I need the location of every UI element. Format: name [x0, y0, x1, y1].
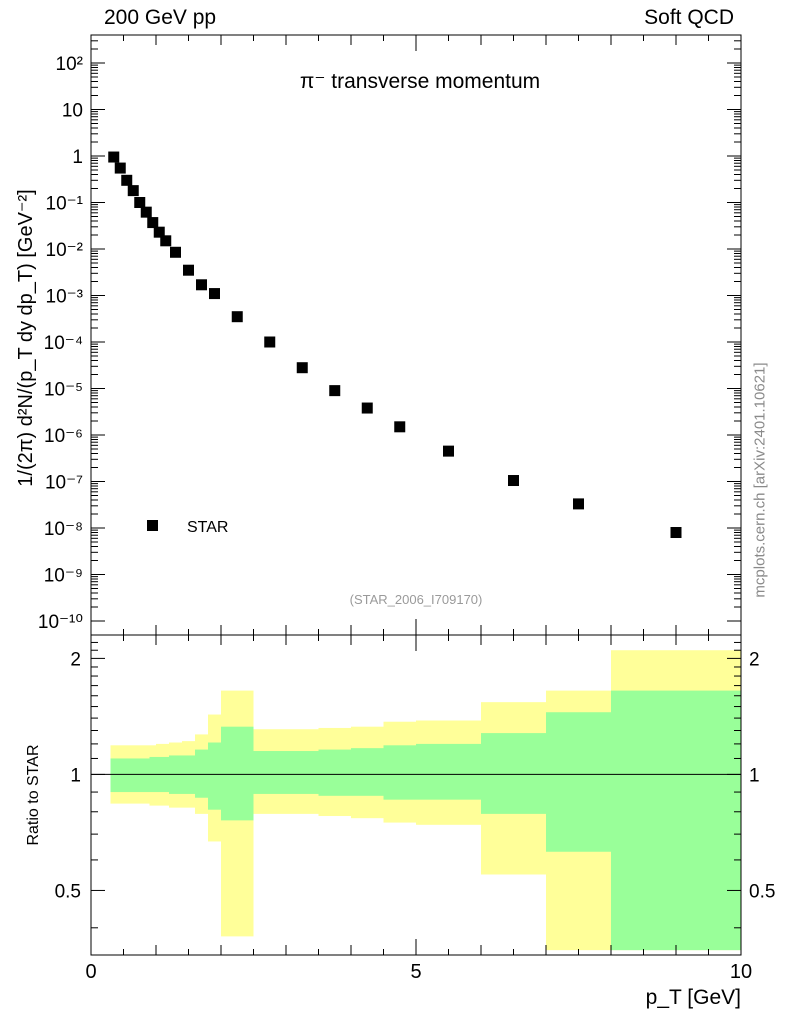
ratio-inner-band	[123, 758, 130, 793]
data-point	[134, 196, 146, 208]
y-tick-label: 10⁻⁶	[44, 426, 83, 447]
x-tick-label: 0	[85, 961, 96, 983]
main-panel	[90, 34, 742, 636]
data-point	[573, 498, 584, 510]
legend-label: STAR	[187, 519, 228, 536]
data-point	[127, 185, 139, 197]
ratio-tick-label-right: 0.5	[749, 881, 775, 902]
ratio-uncertainty-bands	[110, 650, 741, 951]
data-point	[140, 206, 152, 218]
ratio-tick-label: 0.5	[55, 881, 81, 902]
data-point	[170, 246, 181, 258]
ratio-tick-label: 2	[70, 649, 81, 670]
y-tick-label: 10²	[56, 54, 83, 75]
data-point	[329, 385, 341, 397]
data-points	[108, 151, 682, 539]
data-point	[209, 288, 220, 300]
ratio-inner-band	[253, 751, 286, 794]
ratio-panel-ticks	[90, 635, 742, 955]
ratio-inner-band	[481, 733, 546, 814]
legend: STAR	[147, 519, 228, 536]
data-point	[183, 264, 194, 276]
data-point	[670, 527, 682, 539]
y-tick-label: 10⁻³	[46, 286, 84, 307]
ratio-inner-band	[416, 743, 481, 800]
x-axis-label: p_T [GeV]	[646, 986, 741, 1009]
data-point	[196, 279, 207, 291]
ratio-inner-band	[221, 726, 254, 821]
x-tick-label: 10	[730, 961, 752, 983]
data-point	[394, 421, 406, 433]
ratio-inner-band	[136, 758, 143, 793]
main-panel-ticks	[90, 34, 742, 635]
analysis-tag: (STAR_2006_I709170)	[350, 592, 483, 607]
data-point	[147, 217, 159, 229]
y-tick-label: 10⁻²	[46, 240, 84, 261]
main-y-axis-label: 1/(2π) d²N/(p_T dy dp_T) [GeV⁻²]	[15, 189, 37, 486]
ratio-inner-band	[383, 745, 416, 800]
ratio-tick-label: 1	[70, 765, 81, 786]
ratio-inner-band	[143, 758, 150, 793]
ratio-inner-band	[208, 742, 221, 810]
data-point	[443, 445, 454, 457]
y-tick-label: 10⁻⁷	[45, 473, 83, 494]
ratio-inner-band	[351, 748, 384, 796]
data-point	[114, 162, 126, 174]
main-y-tick-labels: 10⁻¹⁰ 10⁻⁹ 10⁻⁸ 10⁻⁷ 10⁻⁶ 10⁻⁵ 10⁻⁴ 10⁻³ 10⁻² 10⁻…	[38, 54, 83, 633]
ratio-inner-band	[286, 751, 319, 794]
ratio-inner-band	[195, 749, 208, 798]
data-point	[264, 336, 276, 348]
ratio-inner-band	[318, 749, 351, 796]
header-category-label: Soft QCD	[644, 6, 734, 29]
data-point	[231, 311, 243, 323]
y-tick-label: 10	[62, 100, 83, 121]
header-process-label: 200 GeV pp	[104, 6, 217, 29]
ratio-inner-band	[117, 758, 124, 793]
ratio-tick-label-right: 1	[749, 765, 760, 786]
legend-marker	[147, 520, 158, 531]
y-tick-label: 1	[72, 147, 83, 168]
y-tick-label: 10⁻⁵	[44, 379, 83, 400]
chart-title: π⁻ transverse momentum	[300, 70, 540, 93]
x-tick-label: 5	[410, 961, 421, 983]
ratio-y-tick-labels: 0.5 0.5 1 1 2 2	[55, 649, 776, 902]
ratio-inner-band	[611, 690, 741, 951]
data-point	[108, 151, 120, 163]
data-point	[296, 362, 308, 374]
ratio-y-axis-label: Ratio to STAR	[25, 744, 42, 845]
ratio-tick-label-right: 2	[749, 649, 760, 670]
data-point	[361, 402, 373, 414]
y-tick-label: 10⁻¹⁰	[38, 612, 83, 633]
data-point	[160, 235, 172, 247]
data-point	[508, 475, 519, 487]
y-tick-label: 10⁻⁹	[44, 566, 83, 587]
data-point	[121, 174, 133, 186]
data-point	[153, 226, 165, 238]
ratio-inner-band	[110, 758, 117, 793]
ratio-inner-band	[546, 712, 611, 852]
y-tick-label: 10⁻¹	[46, 193, 84, 214]
y-tick-label: 10⁻⁴	[44, 333, 83, 354]
main-panel-frame	[90, 34, 742, 636]
y-tick-label: 10⁻⁸	[44, 519, 83, 540]
ratio-inner-band	[130, 758, 137, 793]
x-tick-labels: 0 5 10	[85, 961, 752, 983]
